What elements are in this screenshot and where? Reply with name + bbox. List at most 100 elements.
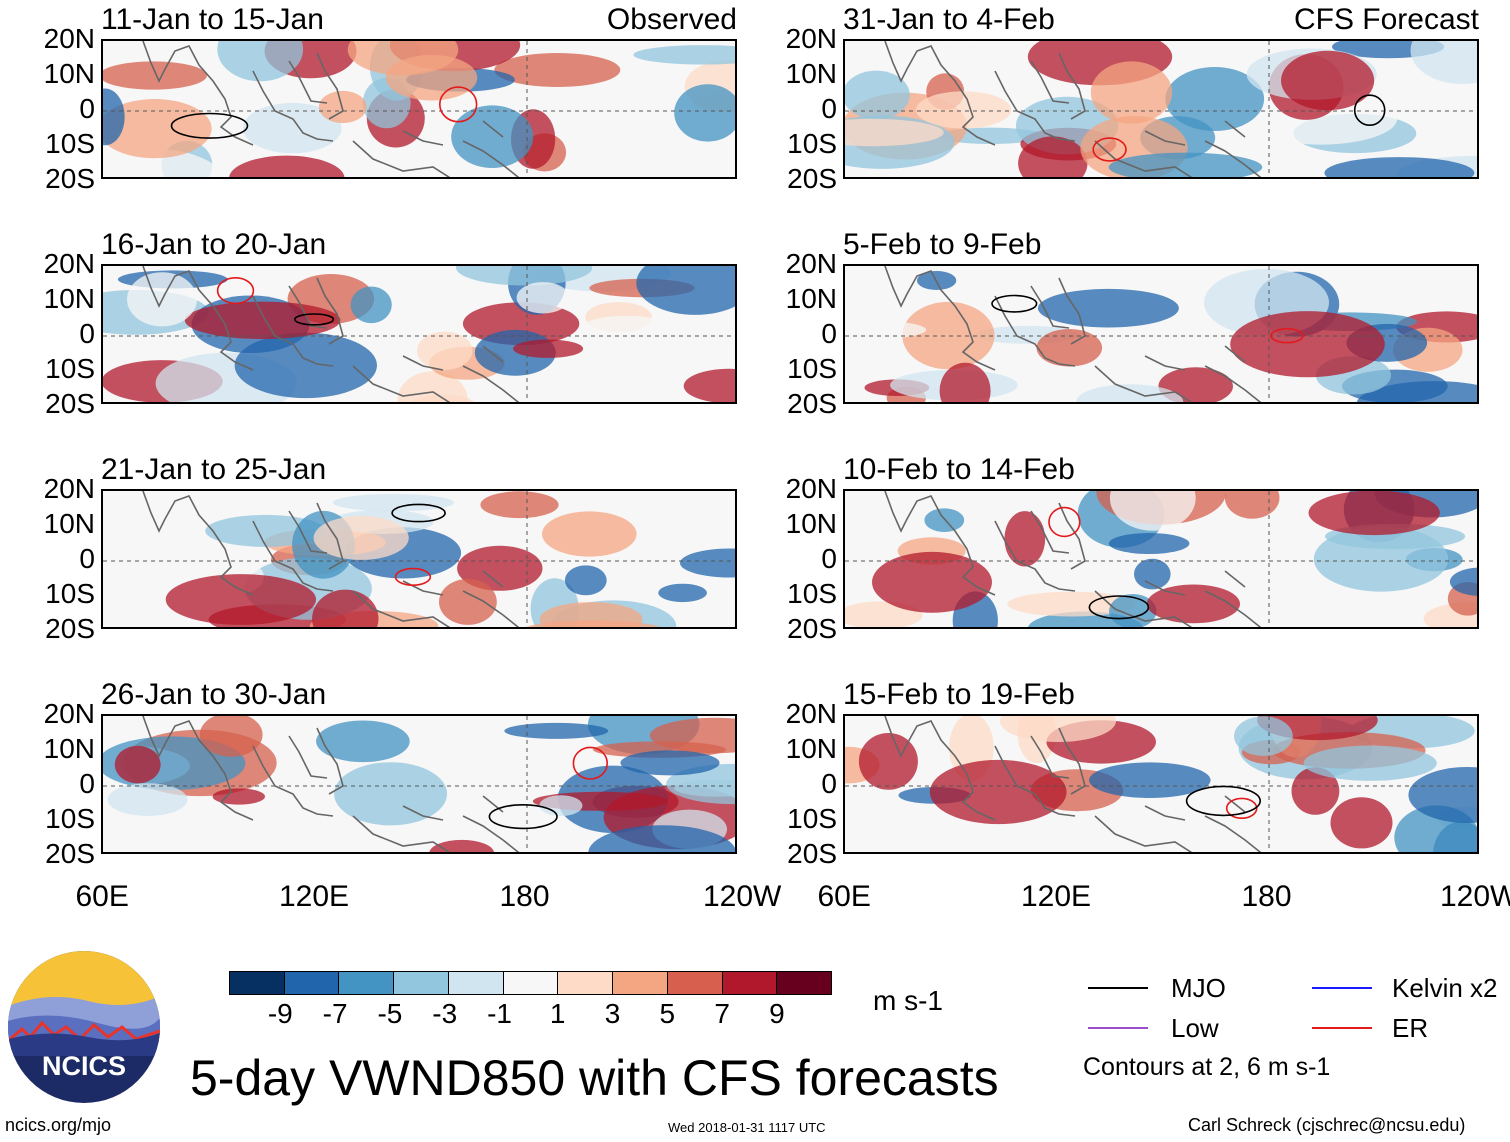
- y-tick-label: 10N: [785, 58, 837, 89]
- legend-er-label: ER: [1392, 1013, 1429, 1043]
- map-panel: [101, 489, 737, 629]
- colorbar-swatch: [722, 972, 778, 994]
- colorbar-swatch: [558, 972, 614, 994]
- anomaly-blob: [199, 716, 263, 757]
- footer-url[interactable]: ncics.org/mjo: [5, 1115, 112, 1135]
- y-tick-label: 10N: [43, 508, 95, 539]
- colorbar-swatch: [503, 972, 559, 994]
- footer-author: Carl Schreck (cjschrec@ncsu.edu): [1188, 1115, 1466, 1135]
- anomaly-blob: [1356, 381, 1477, 402]
- y-tick-label: 20N: [43, 23, 95, 54]
- coastline: [142, 716, 520, 852]
- anomaly-blob: [683, 368, 735, 402]
- anomaly-blob: [1004, 511, 1046, 567]
- anomaly-blob: [1165, 67, 1265, 131]
- wind-anomaly-field: [845, 491, 1477, 627]
- anomaly-blob: [539, 602, 643, 627]
- er-contour: [1225, 797, 1258, 820]
- anomaly-blob: [184, 301, 341, 339]
- wind-anomaly-field: [103, 491, 735, 627]
- x-tick-label: 120W: [1440, 880, 1510, 913]
- colorbar-tick-label: 5: [659, 998, 676, 1029]
- colorbar-tick-label: -5: [377, 998, 403, 1029]
- y-tick-label: 20N: [785, 248, 837, 279]
- anomaly-blob: [316, 720, 410, 763]
- y-tick-label: 10S: [787, 578, 837, 609]
- anomaly-blob: [620, 750, 720, 776]
- anomaly-blob: [1324, 157, 1475, 177]
- anomaly-blob: [916, 91, 1012, 129]
- anomaly-blob: [234, 332, 377, 399]
- anomaly-blob: [103, 99, 212, 159]
- x-tick-label: 120E: [1021, 880, 1092, 913]
- anomaly-blob: [1090, 61, 1173, 124]
- colorbar-units: m s-1: [873, 985, 943, 1016]
- anomaly-blob: [845, 118, 944, 147]
- anomaly-blob: [845, 70, 910, 120]
- y-tick-label: 0: [79, 543, 95, 574]
- map-plot-area: [843, 39, 1479, 179]
- map-plot-area: [843, 489, 1479, 629]
- anomaly-blob: [1108, 533, 1190, 554]
- y-tick-label: 0: [821, 318, 837, 349]
- colorbar: [229, 971, 832, 995]
- anomaly-blob: [1408, 767, 1477, 823]
- colorbar-swatch: [613, 972, 668, 994]
- anomaly-blob: [1308, 491, 1440, 536]
- mjo-contour: [488, 803, 558, 830]
- er-contour: [439, 86, 478, 123]
- er-contour: [1092, 137, 1127, 162]
- er-contour: [394, 567, 432, 586]
- legend-mjo-line: [1088, 987, 1148, 989]
- legend-kelvin-line: [1312, 987, 1372, 989]
- anomaly-blob: [539, 795, 583, 816]
- y-tick-label: 0: [79, 93, 95, 124]
- anomaly-blob: [385, 54, 478, 101]
- mjo-contour: [170, 112, 249, 139]
- map-panel: [843, 489, 1479, 629]
- y-tick-label: 0: [821, 93, 837, 124]
- anomaly-blob: [513, 339, 584, 358]
- anomaly-blob: [564, 565, 607, 596]
- anomaly-blob: [103, 61, 207, 90]
- map-plot-area: [101, 714, 737, 854]
- map-panel: [843, 39, 1479, 179]
- anomaly-blob: [243, 102, 342, 154]
- y-tick-label: 10N: [785, 283, 837, 314]
- colorbar-tick-label: 1: [549, 998, 566, 1029]
- anomaly-blob: [350, 286, 392, 324]
- anomaly-blob: [649, 717, 735, 754]
- panel-title: 5-Feb to 9-Feb: [843, 228, 1042, 261]
- anomaly-blob: [633, 45, 735, 65]
- er-contour: [216, 277, 255, 305]
- wind-anomaly-field: [103, 41, 735, 177]
- anomaly-blob: [939, 362, 991, 402]
- mjo-contour: [391, 503, 446, 523]
- map-panel: [843, 714, 1479, 854]
- ncics-logo: NCICS: [8, 951, 160, 1103]
- y-tick-label: 20S: [787, 613, 837, 644]
- figure-title: 5-day VWND850 with CFS forecasts: [190, 1050, 999, 1106]
- anomaly-blob: [588, 825, 735, 852]
- anomaly-blob: [332, 493, 455, 512]
- anomaly-blob: [1036, 329, 1103, 367]
- colorbar-tick-label: 3: [604, 998, 621, 1029]
- x-tick-label: 180: [1241, 880, 1292, 913]
- panel-title: 10-Feb to 14-Feb: [843, 453, 1075, 486]
- y-tick-label: 10S: [45, 578, 95, 609]
- anomaly-blob: [456, 266, 593, 286]
- y-tick-label: 20S: [787, 163, 837, 194]
- y-tick-label: 20S: [45, 838, 95, 869]
- coastline: [142, 491, 520, 627]
- anomaly-blob: [929, 759, 1067, 825]
- y-tick-label: 20N: [43, 473, 95, 504]
- colorbar-tick-label: -1: [487, 998, 512, 1029]
- anomaly-blob: [334, 762, 448, 826]
- map-plot-area: [843, 714, 1479, 854]
- footer-timestamp: Wed 2018-01-31 1117 UTC: [668, 1120, 826, 1135]
- anomaly-blob: [845, 319, 927, 341]
- anomaly-blob: [924, 508, 965, 532]
- anomaly-blob: [457, 545, 543, 591]
- anomaly-blob: [417, 331, 473, 370]
- anomaly-blob: [1018, 822, 1070, 852]
